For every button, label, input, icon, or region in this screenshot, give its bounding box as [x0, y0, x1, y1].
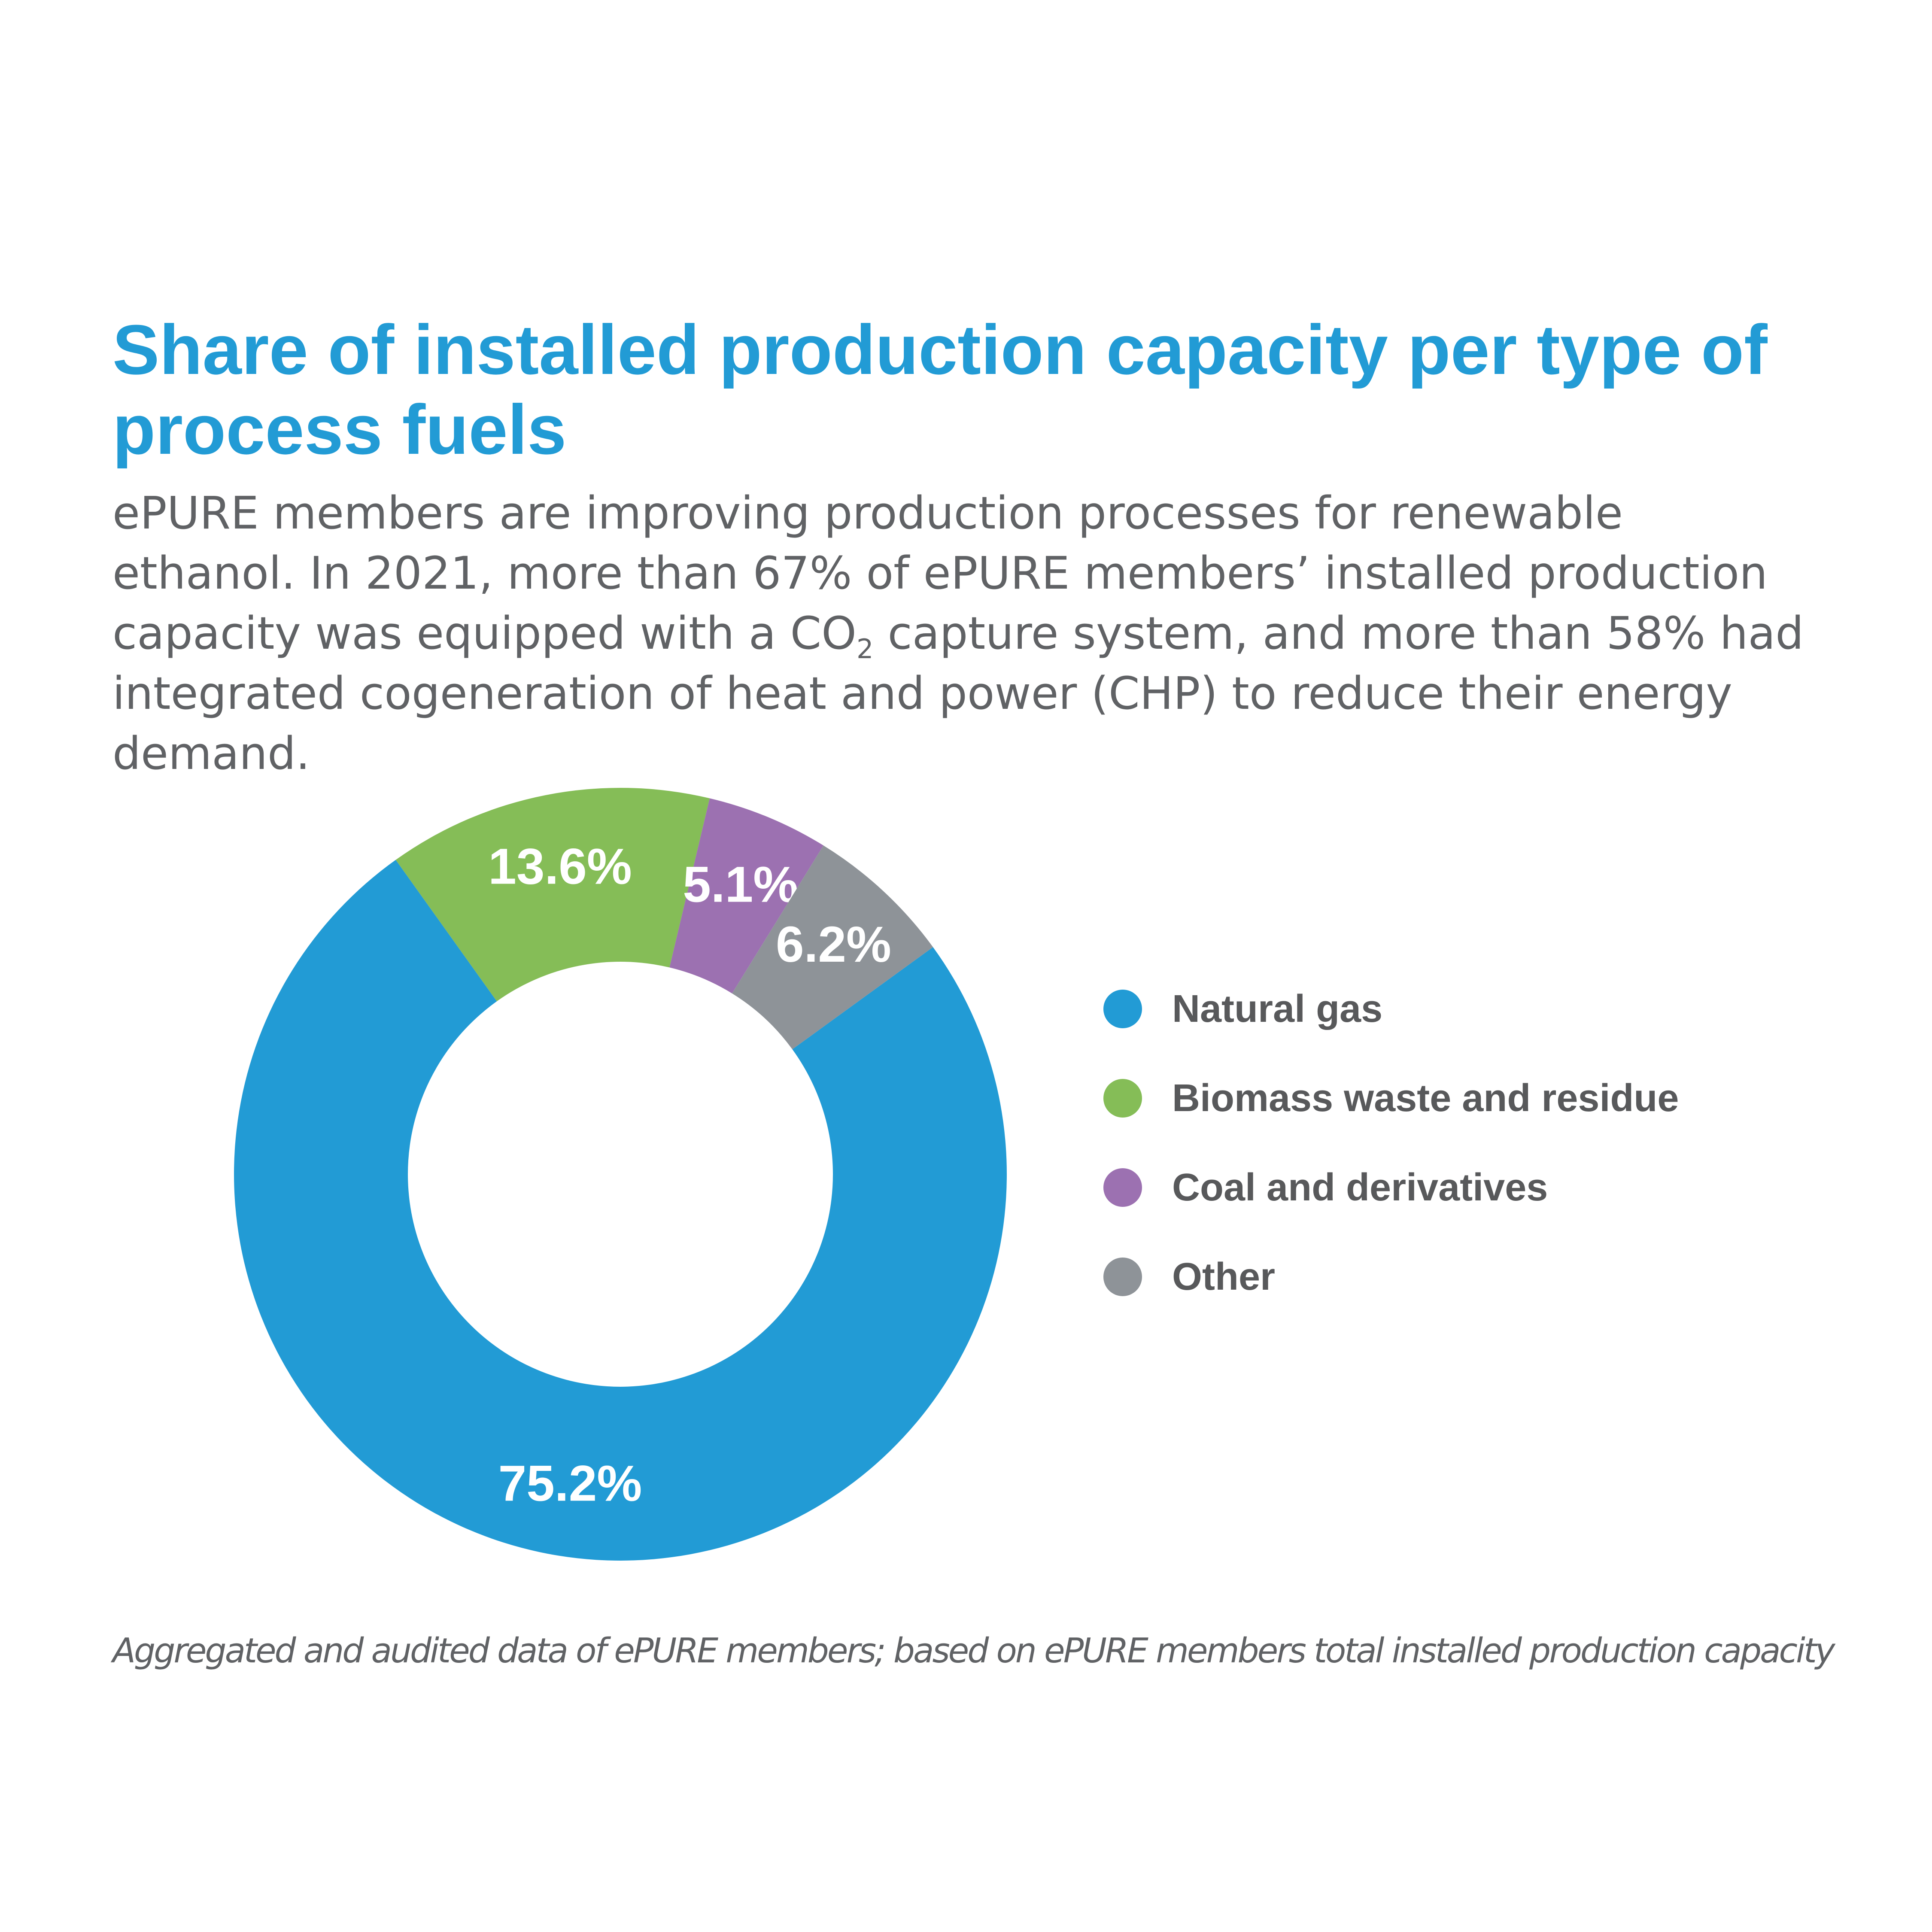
legend-swatch — [1103, 1168, 1142, 1207]
slice-label-other: 6.2% — [776, 916, 891, 973]
slice-other — [732, 845, 933, 1050]
legend-label: Natural gas — [1172, 987, 1383, 1030]
legend-swatch — [1103, 990, 1142, 1028]
legend-item-other: Other — [1103, 1251, 1679, 1303]
legend-label: Coal and derivatives — [1172, 1166, 1548, 1209]
slice-label-natural-gas: 75.2% — [498, 1455, 642, 1512]
chart-legend: Natural gas Biomass waste and residue Coal… — [1103, 983, 1679, 1340]
slice-label-biomass-waste-and-residue: 13.6% — [488, 838, 632, 895]
subtitle-subscript: 2 — [857, 633, 874, 665]
slice-natural-gas — [234, 860, 1007, 1561]
legend-label: Other — [1172, 1255, 1276, 1298]
legend-swatch — [1103, 1258, 1142, 1296]
legend-item-biomass-waste-and-residue: Biomass waste and residue — [1103, 1072, 1679, 1124]
legend-swatch — [1103, 1079, 1142, 1118]
slice-coal-and-derivatives — [669, 798, 823, 993]
subtitle-text-part1: ePURE members are improving production p… — [112, 487, 1768, 659]
chart-subtitle: ePURE members are improving production p… — [112, 483, 1808, 784]
slice-biomass-waste-and-residue — [395, 788, 710, 1002]
subtitle-text-part2: capture system, and more than 58% had in… — [112, 607, 1804, 780]
chart-title: Share of installed production capacity p… — [112, 310, 1768, 469]
legend-label: Biomass waste and residue — [1172, 1076, 1679, 1120]
legend-item-natural-gas: Natural gas — [1103, 983, 1679, 1035]
slice-label-coal-and-derivatives: 5.1% — [683, 857, 798, 913]
legend-item-coal-and-derivatives: Coal and derivatives — [1103, 1162, 1679, 1213]
chart-footnote: Aggregated and audited data of ePURE mem… — [112, 1631, 1835, 1671]
